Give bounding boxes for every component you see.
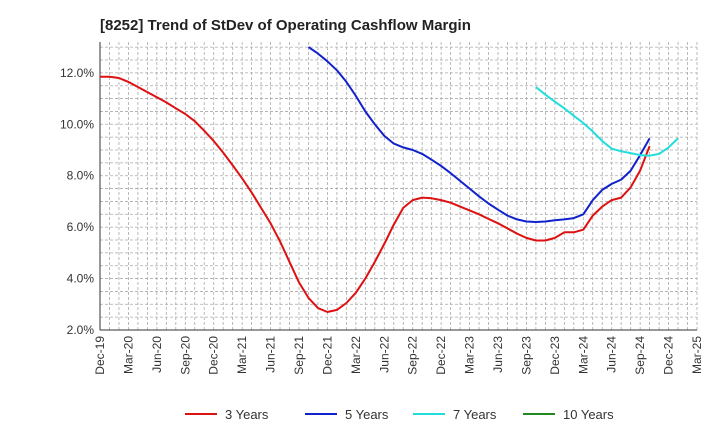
x-tick-label: Jun-20 xyxy=(150,336,164,373)
x-tick-label: Dec-19 xyxy=(93,336,107,375)
chart-title: [8252] Trend of StDev of Operating Cashf… xyxy=(100,17,471,34)
axes: 2.0% 4.0% 6.0% 8.0% 10.0% 12.0% Dec-19 Mar-20 Ju… xyxy=(60,42,704,375)
series-line-3-years xyxy=(100,75,651,313)
x-tick-label: Dec-21 xyxy=(320,336,334,375)
x-tick-label: Sep-23 xyxy=(519,336,533,375)
legend-label: 10 Years xyxy=(563,407,614,422)
plot-area xyxy=(100,42,697,330)
x-tick-label: Sep-21 xyxy=(292,336,306,375)
x-tick-label: Dec-23 xyxy=(548,336,562,375)
y-tick-label: 12.0% xyxy=(60,66,94,80)
series-line-7-years xyxy=(535,86,679,157)
x-tick-label: Sep-24 xyxy=(633,336,647,375)
x-tick-label: Jun-22 xyxy=(377,336,391,373)
x-tick-label: Dec-22 xyxy=(434,336,448,375)
x-tick-label: Jun-24 xyxy=(605,336,619,373)
x-tick-label: Mar-21 xyxy=(235,336,249,374)
y-tick-label: 2.0% xyxy=(67,323,95,337)
y-tick-label: 6.0% xyxy=(67,220,95,234)
legend-label: 5 Years xyxy=(345,407,389,422)
y-tick-label: 4.0% xyxy=(67,272,95,286)
legend-label: 3 Years xyxy=(225,407,269,422)
legend-label: 7 Years xyxy=(453,407,497,422)
x-tick-label: Mar-24 xyxy=(576,336,590,374)
x-tick-label: Sep-20 xyxy=(178,336,192,375)
x-tick-label: Mar-23 xyxy=(463,336,477,374)
grid xyxy=(99,42,698,331)
x-tick-label: Sep-22 xyxy=(406,336,420,375)
x-tick-label: Mar-22 xyxy=(349,336,363,374)
x-tick-label: Mar-25 xyxy=(690,336,704,374)
y-tick-label: 8.0% xyxy=(67,169,95,183)
series-lines xyxy=(100,46,679,313)
x-tick-label: Jun-23 xyxy=(491,336,505,373)
legend: 3 Years 5 Years 7 Years 10 Years xyxy=(185,407,614,422)
series-line-5-years xyxy=(307,46,651,223)
x-tick-label: Mar-20 xyxy=(121,336,135,374)
x-tick-label: Dec-20 xyxy=(207,336,221,375)
x-tick-label: Dec-24 xyxy=(662,336,676,375)
y-tick-label: 10.0% xyxy=(60,117,94,131)
x-tick-label: Jun-21 xyxy=(264,336,278,373)
